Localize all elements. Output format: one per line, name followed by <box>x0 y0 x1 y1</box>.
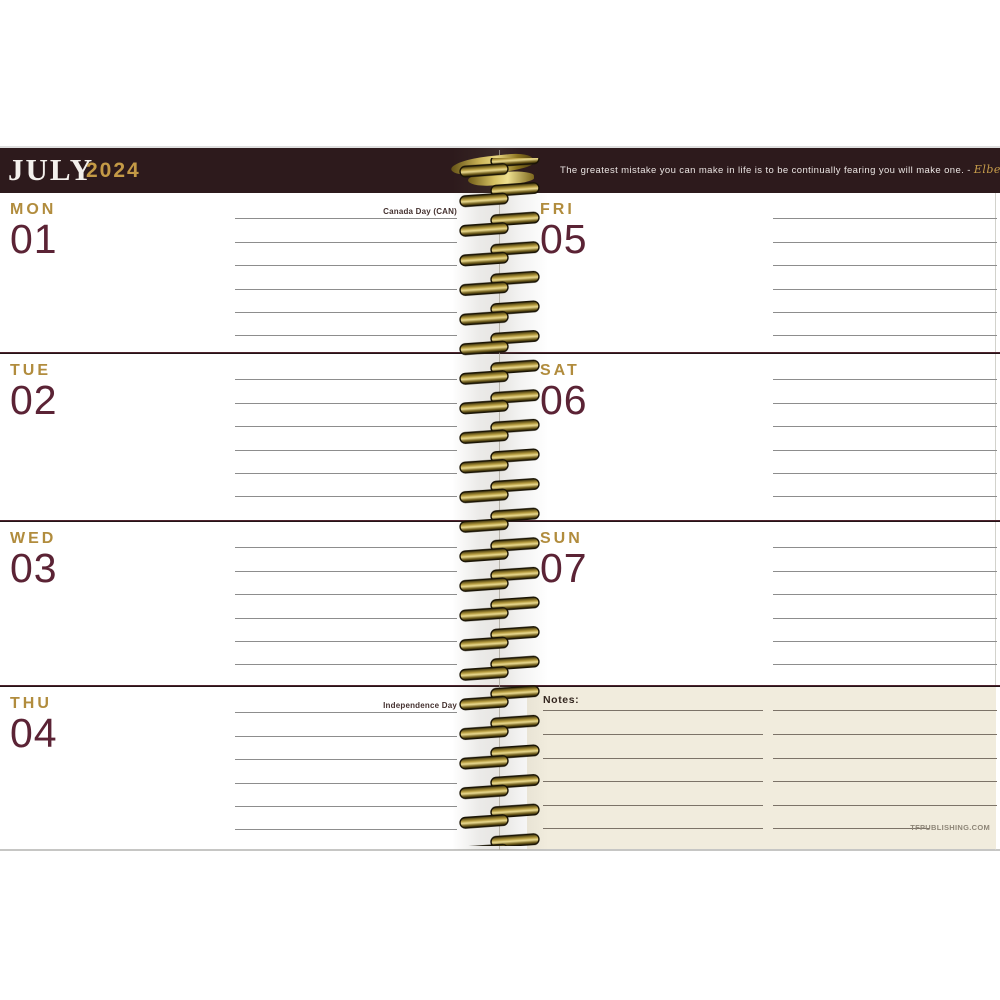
day-number: 02 <box>10 377 58 424</box>
writing-lines <box>773 354 997 512</box>
holiday-label: Canada Day (CAN) <box>383 207 457 216</box>
notes-label: Notes: <box>543 694 580 706</box>
writing-lines <box>773 522 997 680</box>
day-number: 01 <box>10 216 58 263</box>
page-top-edge <box>0 146 1000 148</box>
day-number: 03 <box>10 545 58 592</box>
day-block-wed: WED 03 <box>0 522 458 680</box>
writing-lines <box>235 687 457 845</box>
day-header: TUE 02 <box>10 362 58 421</box>
publisher-website-label: TFPUBLISHING.COM <box>910 823 990 832</box>
day-block-sat: SAT 06 <box>540 354 997 512</box>
day-block-sun: SUN 07 <box>540 522 997 680</box>
writing-lines <box>235 193 457 351</box>
writing-lines <box>235 522 457 680</box>
notes-section: Notes: TFPUBLISHING.COM <box>527 687 997 849</box>
month-title: JULY <box>8 152 95 187</box>
writing-lines <box>235 354 457 512</box>
day-header: WED 03 <box>10 530 58 589</box>
writing-lines <box>773 193 997 351</box>
day-header: THU 04 <box>10 695 58 754</box>
holiday-label: Independence Day <box>383 701 457 710</box>
day-name: SAT <box>540 362 580 379</box>
day-block-tue: TUE 02 <box>0 354 458 512</box>
day-name: TUE <box>10 362 51 379</box>
quote-author: Elbert Hubbard <box>973 163 1000 176</box>
spiral-binding <box>457 158 543 846</box>
day-block-thu: THU 04 Independence Day <box>0 687 458 845</box>
day-number: 06 <box>540 377 588 424</box>
day-number: 04 <box>10 710 58 757</box>
page-bottom-edge <box>0 849 1000 851</box>
day-header: FRI 05 <box>540 201 588 260</box>
day-name: MON <box>10 201 57 218</box>
day-number: 05 <box>540 216 588 263</box>
day-header: SAT 06 <box>540 362 588 421</box>
day-name: THU <box>10 695 52 712</box>
page-right-edge <box>995 148 996 850</box>
day-header: MON 01 <box>10 201 58 260</box>
day-header: SUN 07 <box>540 530 588 589</box>
day-name: SUN <box>540 530 583 547</box>
quote: The greatest mistake you can make in lif… <box>560 163 1000 176</box>
year-label: 2024 <box>86 159 141 182</box>
quote-text: The greatest mistake you can make in lif… <box>560 165 971 176</box>
day-block-fri: FRI 05 <box>540 193 997 351</box>
day-name: WED <box>10 530 57 547</box>
day-number: 07 <box>540 545 588 592</box>
day-block-mon: MON 01 Canada Day (CAN) <box>0 193 458 351</box>
day-name: FRI <box>540 201 575 218</box>
